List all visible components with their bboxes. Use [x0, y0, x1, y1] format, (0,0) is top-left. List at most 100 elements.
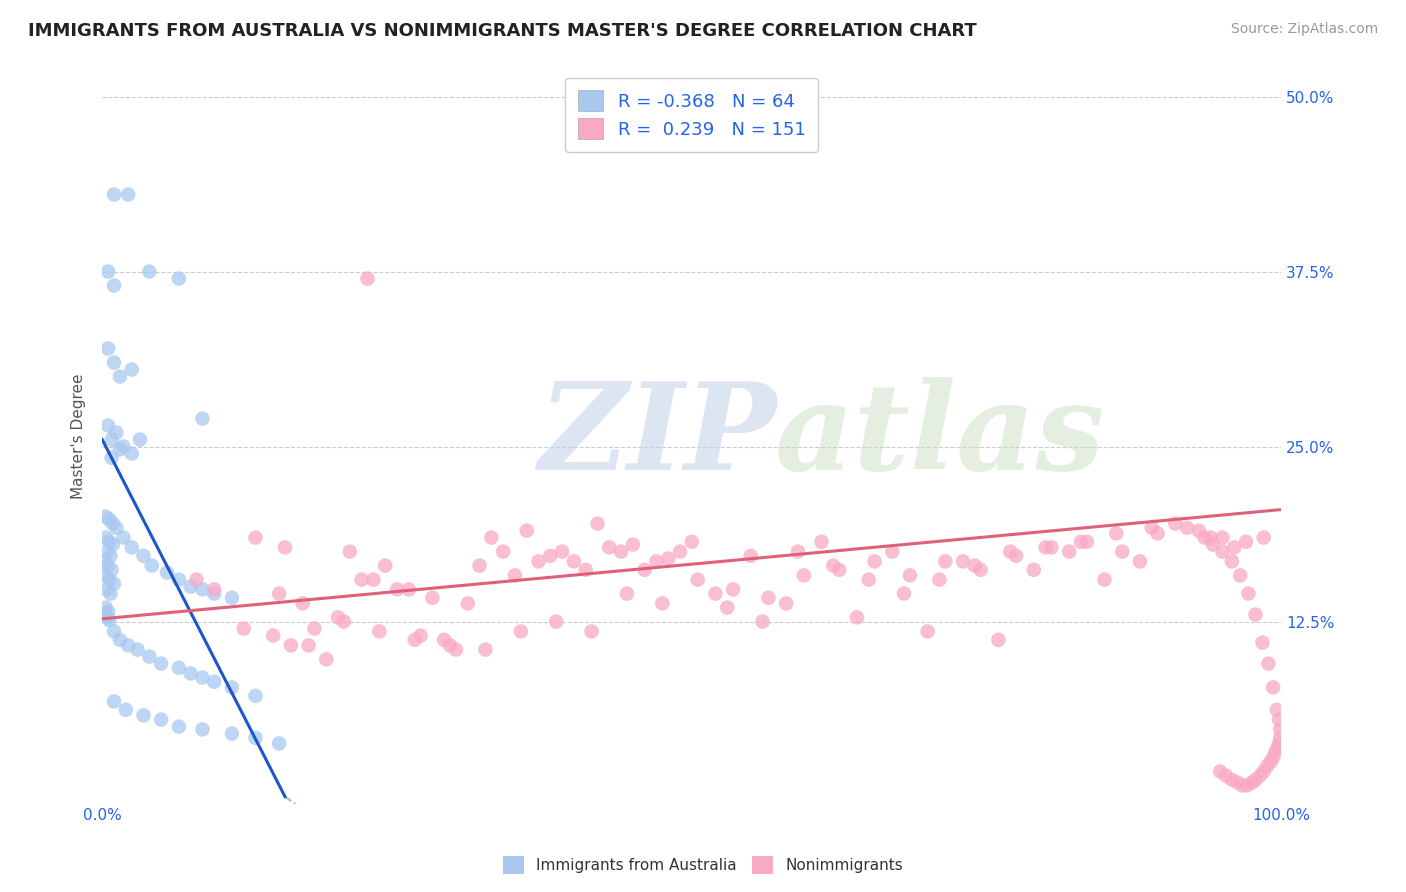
Point	[1253, 531, 1275, 545]
Point	[1268, 713, 1291, 727]
Point	[339, 544, 361, 558]
Point	[1199, 531, 1222, 545]
Point	[363, 573, 385, 587]
Point	[108, 442, 131, 457]
Point	[202, 582, 225, 597]
Point	[117, 639, 139, 653]
Point	[138, 264, 160, 278]
Point	[621, 538, 644, 552]
Point	[93, 554, 115, 568]
Point	[882, 544, 904, 558]
Point	[245, 731, 267, 745]
Point	[516, 524, 538, 538]
Point	[1264, 745, 1286, 759]
Point	[141, 558, 163, 573]
Point	[267, 586, 290, 600]
Point	[898, 568, 921, 582]
Point	[1232, 779, 1254, 793]
Point	[105, 425, 128, 440]
Point	[103, 694, 125, 708]
Point	[103, 355, 125, 369]
Point	[180, 666, 202, 681]
Text: Source: ZipAtlas.com: Source: ZipAtlas.com	[1230, 22, 1378, 37]
Point	[96, 582, 118, 597]
Point	[721, 582, 744, 597]
Point	[127, 642, 149, 657]
Point	[1022, 563, 1045, 577]
Point	[1234, 534, 1257, 549]
Text: ZIP: ZIP	[538, 376, 776, 495]
Point	[479, 531, 502, 545]
Point	[191, 671, 214, 685]
Point	[103, 576, 125, 591]
Point	[1265, 703, 1288, 717]
Point	[112, 440, 135, 454]
Point	[274, 541, 297, 555]
Point	[94, 568, 117, 582]
Point	[108, 369, 131, 384]
Point	[350, 573, 373, 587]
Point	[751, 615, 773, 629]
Point	[934, 554, 956, 568]
Point	[1215, 769, 1237, 783]
Point	[1146, 526, 1168, 541]
Point	[1267, 740, 1289, 755]
Point	[1175, 521, 1198, 535]
Point	[121, 446, 143, 460]
Point	[917, 624, 939, 639]
Point	[398, 582, 420, 597]
Point	[108, 632, 131, 647]
Point	[474, 642, 496, 657]
Point	[586, 516, 609, 531]
Point	[1251, 635, 1274, 649]
Point	[457, 596, 479, 610]
Point	[100, 586, 122, 600]
Point	[1263, 681, 1285, 695]
Point	[156, 566, 179, 580]
Point	[1263, 750, 1285, 764]
Point	[681, 534, 703, 549]
Point	[333, 615, 356, 629]
Point	[987, 632, 1010, 647]
Point	[1194, 531, 1216, 545]
Point	[1202, 538, 1225, 552]
Point	[103, 187, 125, 202]
Point	[1164, 516, 1187, 531]
Point	[297, 639, 319, 653]
Point	[103, 278, 125, 293]
Point	[98, 613, 121, 627]
Point	[970, 563, 993, 577]
Point	[98, 512, 121, 526]
Point	[150, 657, 173, 671]
Legend: R = -0.368   N = 64, R =  0.239   N = 151: R = -0.368 N = 64, R = 0.239 N = 151	[565, 78, 818, 152]
Point	[94, 531, 117, 545]
Point	[100, 563, 122, 577]
Point	[1229, 568, 1251, 582]
Point	[998, 544, 1021, 558]
Point	[374, 558, 396, 573]
Point	[793, 568, 815, 582]
Point	[138, 649, 160, 664]
Point	[1226, 775, 1249, 789]
Point	[1240, 775, 1263, 789]
Point	[129, 433, 152, 447]
Point	[1005, 549, 1028, 563]
Text: IMMIGRANTS FROM AUSTRALIA VS NONIMMIGRANTS MASTER'S DEGREE CORRELATION CHART: IMMIGRANTS FROM AUSTRALIA VS NONIMMIGRAN…	[28, 22, 977, 40]
Point	[202, 586, 225, 600]
Point	[928, 573, 950, 587]
Point	[1236, 779, 1258, 793]
Point	[96, 610, 118, 624]
Point	[686, 573, 709, 587]
Point	[787, 544, 810, 558]
Point	[356, 271, 378, 285]
Point	[1040, 541, 1063, 555]
Point	[100, 549, 122, 563]
Point	[132, 549, 155, 563]
Point	[191, 582, 214, 597]
Point	[1105, 526, 1128, 541]
Point	[740, 549, 762, 563]
Point	[221, 591, 243, 605]
Point	[492, 544, 515, 558]
Point	[1253, 764, 1275, 779]
Point	[245, 531, 267, 545]
